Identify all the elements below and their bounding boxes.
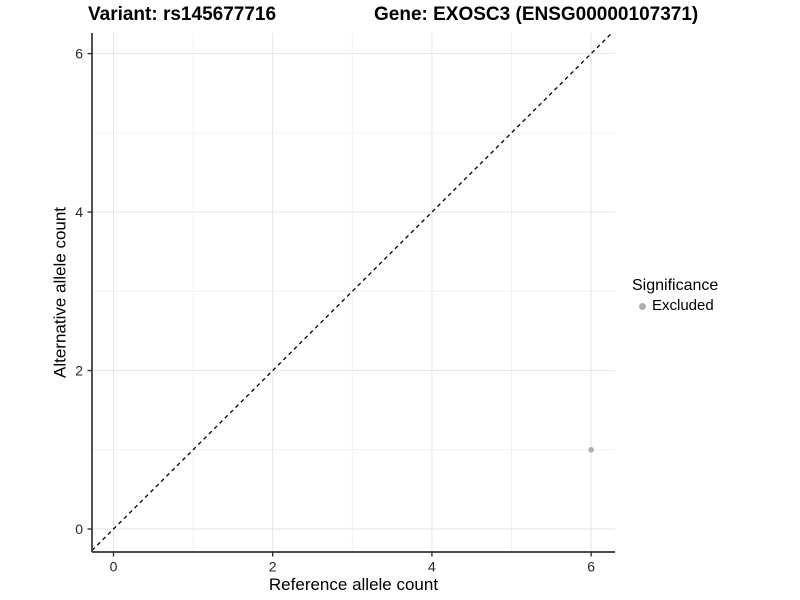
legend-item-excluded: Excluded xyxy=(631,297,718,315)
legend-item-label: Excluded xyxy=(652,297,714,314)
y-tick-label-1: 2 xyxy=(75,363,83,379)
x-tick-label-3: 6 xyxy=(587,558,595,574)
x-tick-label-1: 2 xyxy=(269,558,277,574)
identity-reference-line xyxy=(91,32,613,551)
legend-title: Significance xyxy=(632,277,719,294)
gene-title: Gene: EXOSC3 (ENSG00000107371) xyxy=(374,4,699,25)
legend-marker-dot xyxy=(639,302,646,310)
data-point-excluded xyxy=(588,446,594,453)
x-tick-label-2: 4 xyxy=(428,558,436,574)
x-tick-label-0: 0 xyxy=(110,558,118,574)
legend: Significance Excluded xyxy=(631,276,718,315)
y-tick-label-3: 6 xyxy=(75,46,83,62)
y-tick-label-0: 0 xyxy=(75,521,83,537)
x-axis-title: Reference allele count xyxy=(269,575,438,594)
y-axis-title: Alternative allele count xyxy=(51,207,70,378)
variant-title: Variant: rs145677716 xyxy=(88,4,277,25)
y-tick-label-2: 4 xyxy=(75,204,83,220)
